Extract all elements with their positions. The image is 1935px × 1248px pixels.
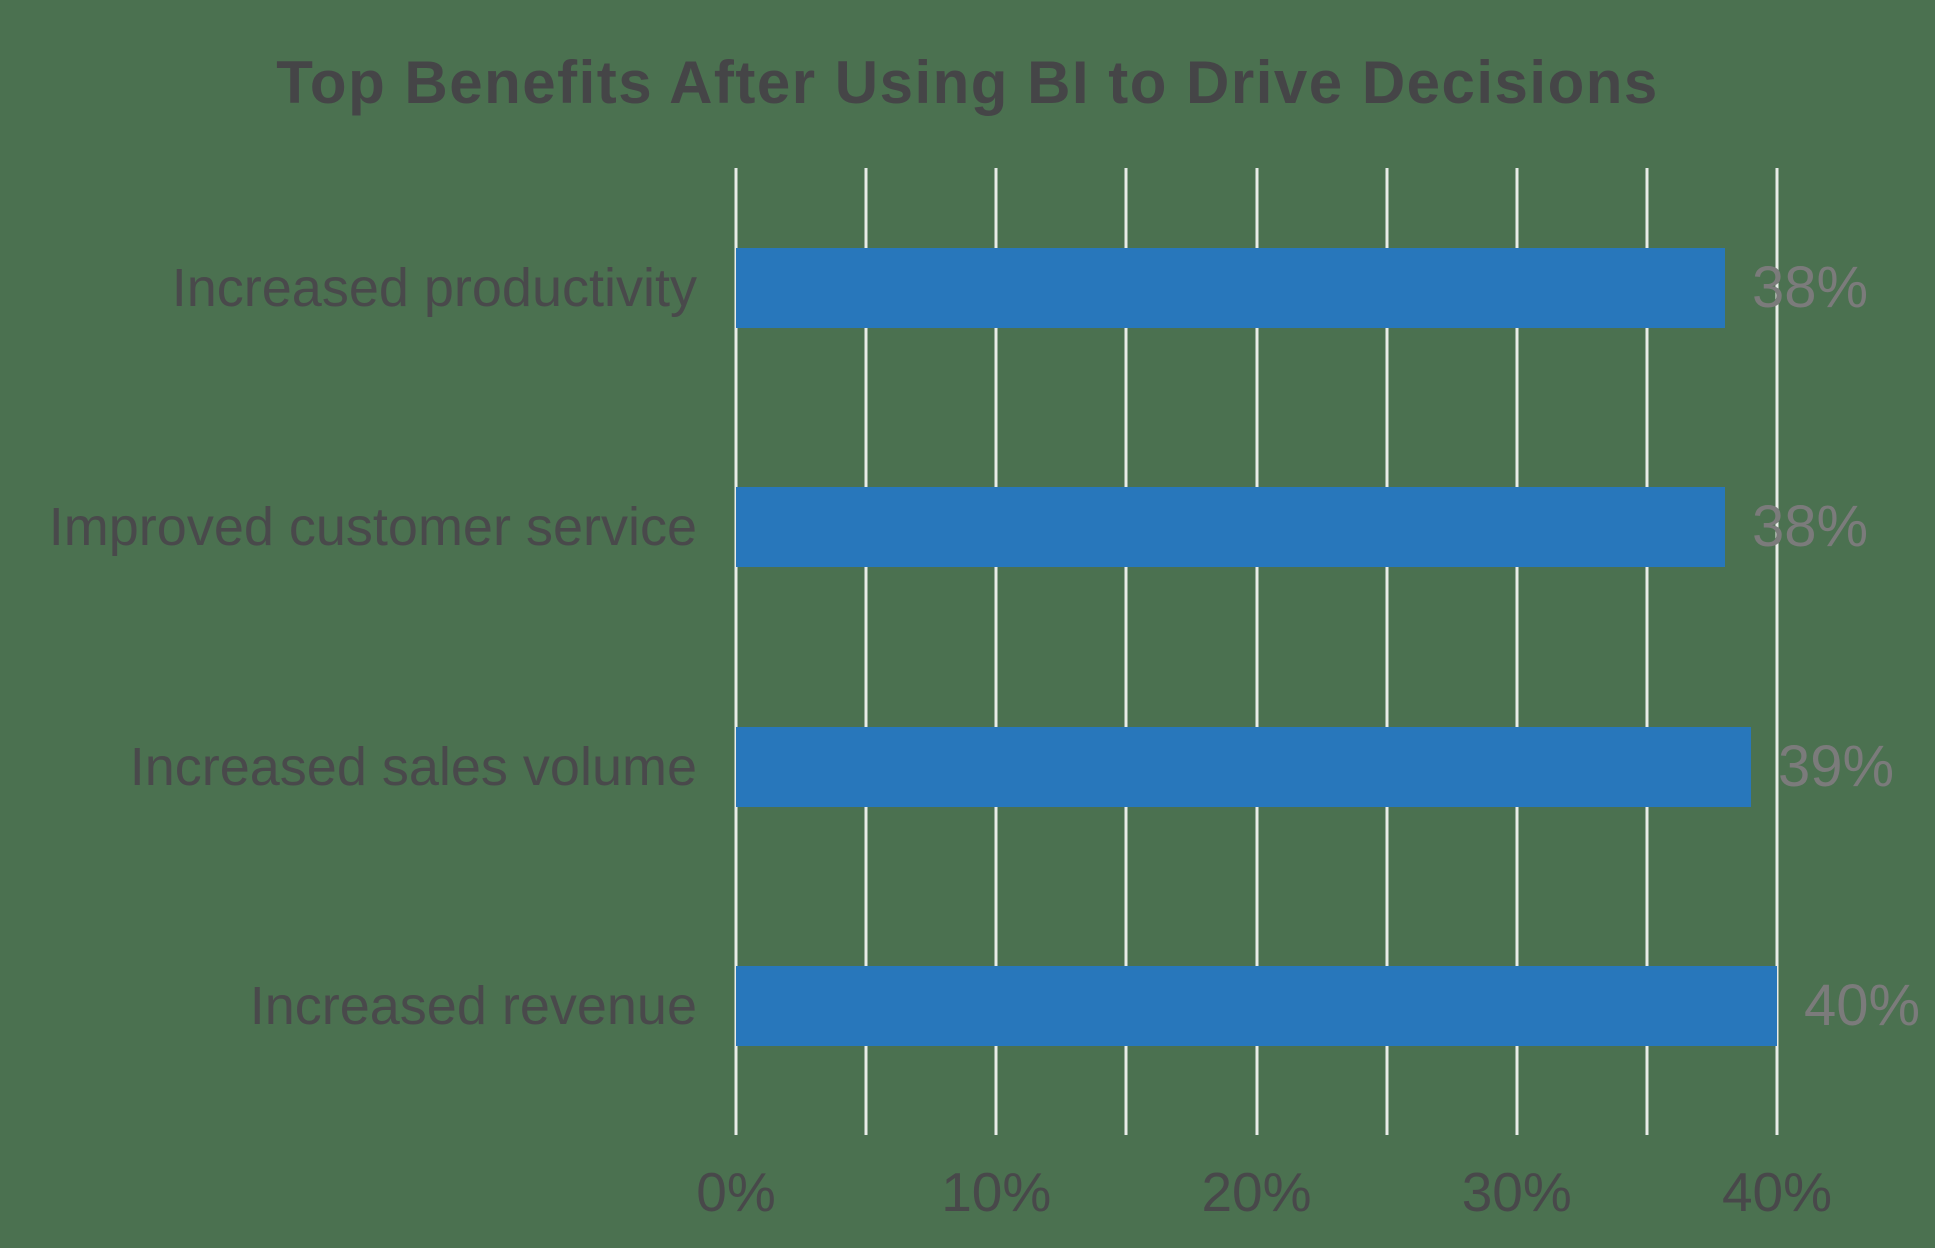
value-label: 38% <box>1751 255 1869 320</box>
x-axis-tick-label: 20% <box>1201 1161 1312 1223</box>
gridline <box>864 168 868 1135</box>
gridline <box>1385 168 1389 1135</box>
value-label: 40% <box>1804 973 1921 1038</box>
x-axis-tick-label: 30% <box>1461 1161 1572 1223</box>
x-axis-tick-label: 10% <box>941 1161 1052 1223</box>
gridline <box>1645 168 1649 1135</box>
x-axis-tick-label: 40% <box>1721 1161 1833 1223</box>
category-label: Increased productivity <box>171 258 697 318</box>
gridline <box>1515 168 1519 1135</box>
bar-1 <box>736 248 1725 328</box>
bar-2 <box>736 487 1725 567</box>
value-label: 39% <box>1777 734 1895 799</box>
category-label: Improved customer service <box>48 497 697 557</box>
gridline <box>1255 168 1258 1135</box>
gridline <box>1124 168 1128 1135</box>
gridline <box>1775 168 1779 1135</box>
category-label: Increased revenue <box>249 976 697 1036</box>
bar-3 <box>736 727 1751 807</box>
chart-title: Top Benefits After Using BI to Drive Dec… <box>276 49 1659 116</box>
category-label: Increased sales volume <box>129 737 697 797</box>
gridline <box>734 168 738 1135</box>
x-axis-tick-label: 0% <box>696 1161 776 1223</box>
gridline <box>994 168 998 1135</box>
bar-4 <box>736 966 1777 1046</box>
value-label: 38% <box>1751 494 1869 559</box>
